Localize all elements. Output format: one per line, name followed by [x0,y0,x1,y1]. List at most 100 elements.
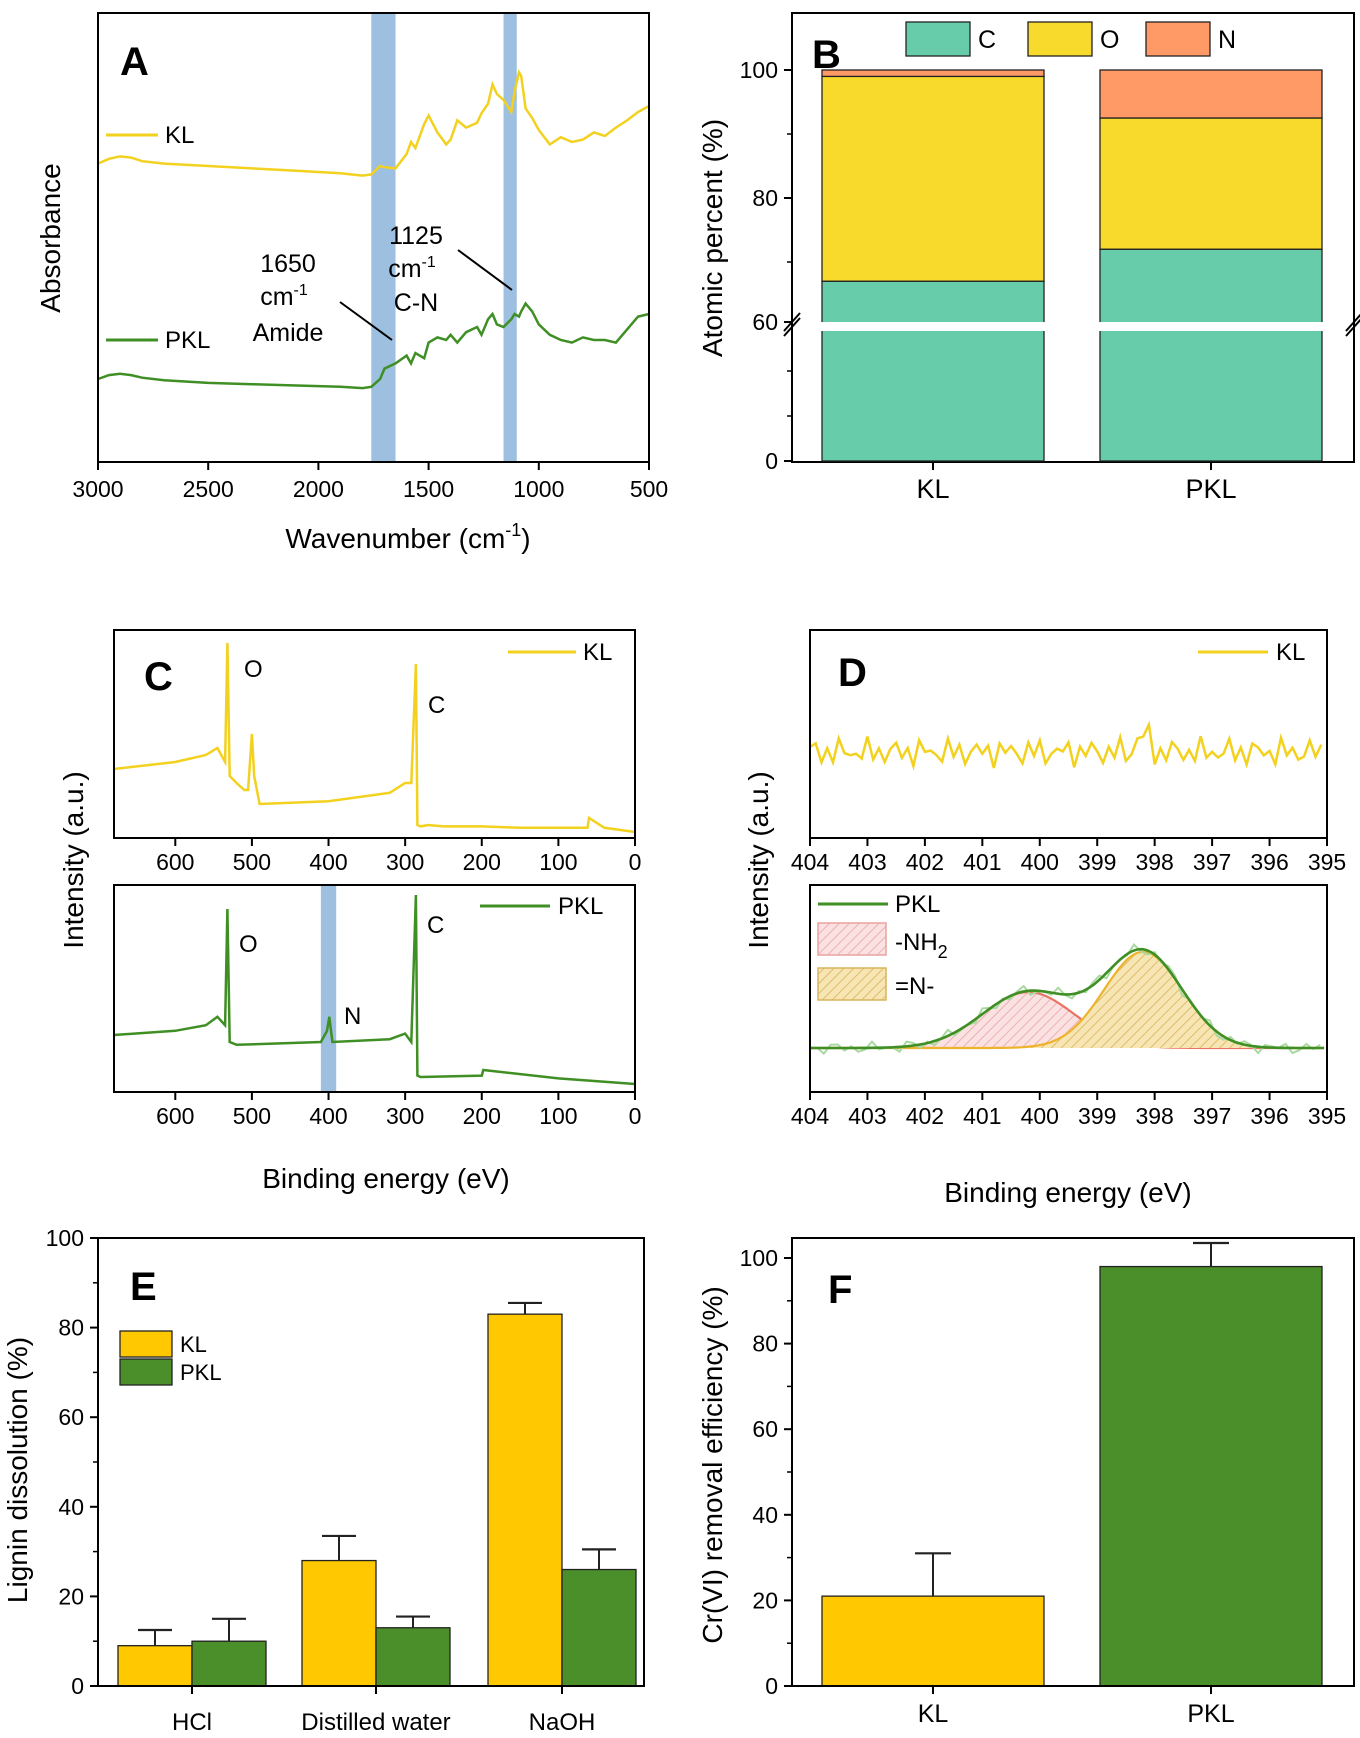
e-legend-label-kl: KL [180,1332,207,1357]
c-kl-peak-c: C [428,692,445,719]
f-bars [821,1241,1323,1687]
a-legend-kl-label: KL [165,122,194,149]
b-bar-kl-n [821,69,1045,78]
a-annotation-1650: 1650 cm-1 Amide [253,250,393,347]
c-kl-peak-o: O [244,656,263,683]
d-series-kl [809,720,1323,771]
d-bottom-xtick-label-0: 404 [791,1103,830,1129]
a-ann-1125-label: C-N [394,289,438,317]
b-break-mark-right-b [1345,313,1360,332]
d-x-ticks: 404 404 403 403 402 402 401 401 400 400 399 399 398 3… [791,838,1346,1129]
c-top-xtick-label-2: 400 [309,849,347,875]
b-legend-swatch-n [1145,21,1211,57]
d-top-xtick-label-8: 396 [1250,849,1288,875]
a-xtick-label-3: 1500 [403,476,454,502]
e-xtick-label-hcl: HCl [172,1709,212,1736]
f-bar-kl [821,1595,1045,1687]
e-bars [117,1301,637,1687]
d-spectra [809,720,1325,1056]
d-bottom-xtick-label-8: 396 [1250,1103,1288,1129]
d-top-xtick-label-9: 395 [1308,849,1346,875]
a-ann-1125-pointer [457,249,513,291]
e-legend-swatch-kl [119,1330,173,1358]
a-xtick-label-0: 3000 [72,476,123,502]
b-break-gap [793,322,1353,331]
c-pkl-peak-o: O [239,931,258,958]
e-xtick-label-naoh: NaOH [529,1709,596,1736]
d-top-xtick-label-7: 397 [1193,849,1231,875]
f-xtick-label-kl: KL [918,1700,949,1728]
e-panel-letter: E [130,1265,157,1309]
c-top-xtick-label-0: 600 [156,849,194,875]
e-ytick-label-40: 40 [58,1494,84,1520]
f-bar-pkl [1099,1265,1323,1687]
a-y-axis-label: Absorbance [35,163,66,312]
b-bar-kl-c [821,280,1045,462]
a-spectra [97,69,650,390]
e-y-axis-label: Lignin dissolution (%) [2,1337,33,1603]
d-fit-components [810,950,1327,1050]
f-ytick-label-100: 100 [740,1245,778,1271]
a-ann-1125-value: 1125 [389,222,443,250]
f-ytick-label-80: 80 [752,1331,778,1357]
c-bottom-xtick-label-3: 300 [386,1103,424,1129]
f-panel-letter: F [828,1268,852,1312]
panel-c: 600 600 500 500 400 400 300 300 200 200 100 100 0 0 C… [58,629,642,1194]
b-stacked-bars [821,69,1323,462]
c-legend-pkl-label: PKL [558,893,603,920]
e-bar-hcl-pkl [191,1640,267,1687]
a-panel-letter: A [120,40,149,84]
b-bar-kl-o [821,75,1045,282]
e-legend: KL PKL [119,1330,222,1386]
c-spectra [113,642,636,1086]
b-y-axis-label: Atomic percent (%) [697,119,728,357]
a-ann-1650-unit: cm-1 [260,282,308,311]
d-top-xtick-label-1: 403 [848,849,886,875]
f-ytick-label-20: 20 [752,1587,778,1613]
e-ytick-label-80: 80 [58,1315,84,1341]
d-panel-letter: D [838,651,867,695]
a-highlight-bands [371,14,517,461]
c-y-axis-label: Intensity (a.u.) [58,771,89,948]
a-legend-pkl-label: PKL [165,327,210,354]
c-x-axis-label: Binding energy (eV) [262,1163,509,1194]
d-legend-n-label: =N- [895,973,934,1000]
d-top-xtick-label-0: 404 [791,849,830,875]
b-xtick-label-kl: KL [916,474,949,504]
e-bar-hcl-kl [117,1645,193,1687]
e-bar-naoh-pkl [561,1568,637,1687]
a-xtick-label-1: 2500 [183,476,234,502]
e-bar-distilled-water-kl [301,1559,377,1687]
c-series-pkl [113,894,636,1086]
b-legend-label-o: O [1100,26,1119,54]
c-bottom-xtick-label-6: 0 [629,1103,642,1129]
c-panel-letter: C [144,655,173,699]
panel-a: 3000 2500 2000 1500 1000 500 A Absorbance Wav… [35,12,668,554]
d-legend-pkl-label: PKL [895,891,940,918]
e-bar-naoh-kl [487,1313,563,1687]
d-bottom-xtick-label-7: 397 [1193,1103,1231,1129]
d-bottom-xtick-label-3: 401 [963,1103,1001,1129]
b-x-ticks: KL PKL [916,462,1237,504]
e-legend-label-pkl: PKL [180,1360,222,1385]
d-bottom-xtick-label-6: 398 [1135,1103,1173,1129]
c-bottom-xtick-label-5: 100 [539,1103,577,1129]
d-bottom-xtick-label-1: 403 [848,1103,886,1129]
a-ann-1650-label: Amide [253,319,324,347]
c-legend-kl-label: KL [583,639,612,666]
d-legend-nh2-swatch [817,922,887,956]
c-series-kl [113,642,636,834]
f-y-axis-label: Cr(VI) removal efficiency (%) [697,1286,728,1643]
a-xtick-label-4: 1000 [513,476,564,502]
b-legend-label-n: N [1218,26,1236,54]
c-top-xtick-label-1: 500 [233,849,271,875]
f-ytick-label-0: 0 [765,1673,778,1699]
d-top-xtick-label-2: 402 [906,849,944,875]
b-legend-swatch-c [905,21,971,57]
a-x-ticks: 3000 2500 2000 1500 1000 500 [72,462,668,502]
d-x-axis-label: Binding energy (eV) [944,1177,1191,1208]
a-x-axis-label: Wavenumber (cm-1) [285,520,530,554]
c-bottom-xtick-label-1: 500 [233,1103,271,1129]
